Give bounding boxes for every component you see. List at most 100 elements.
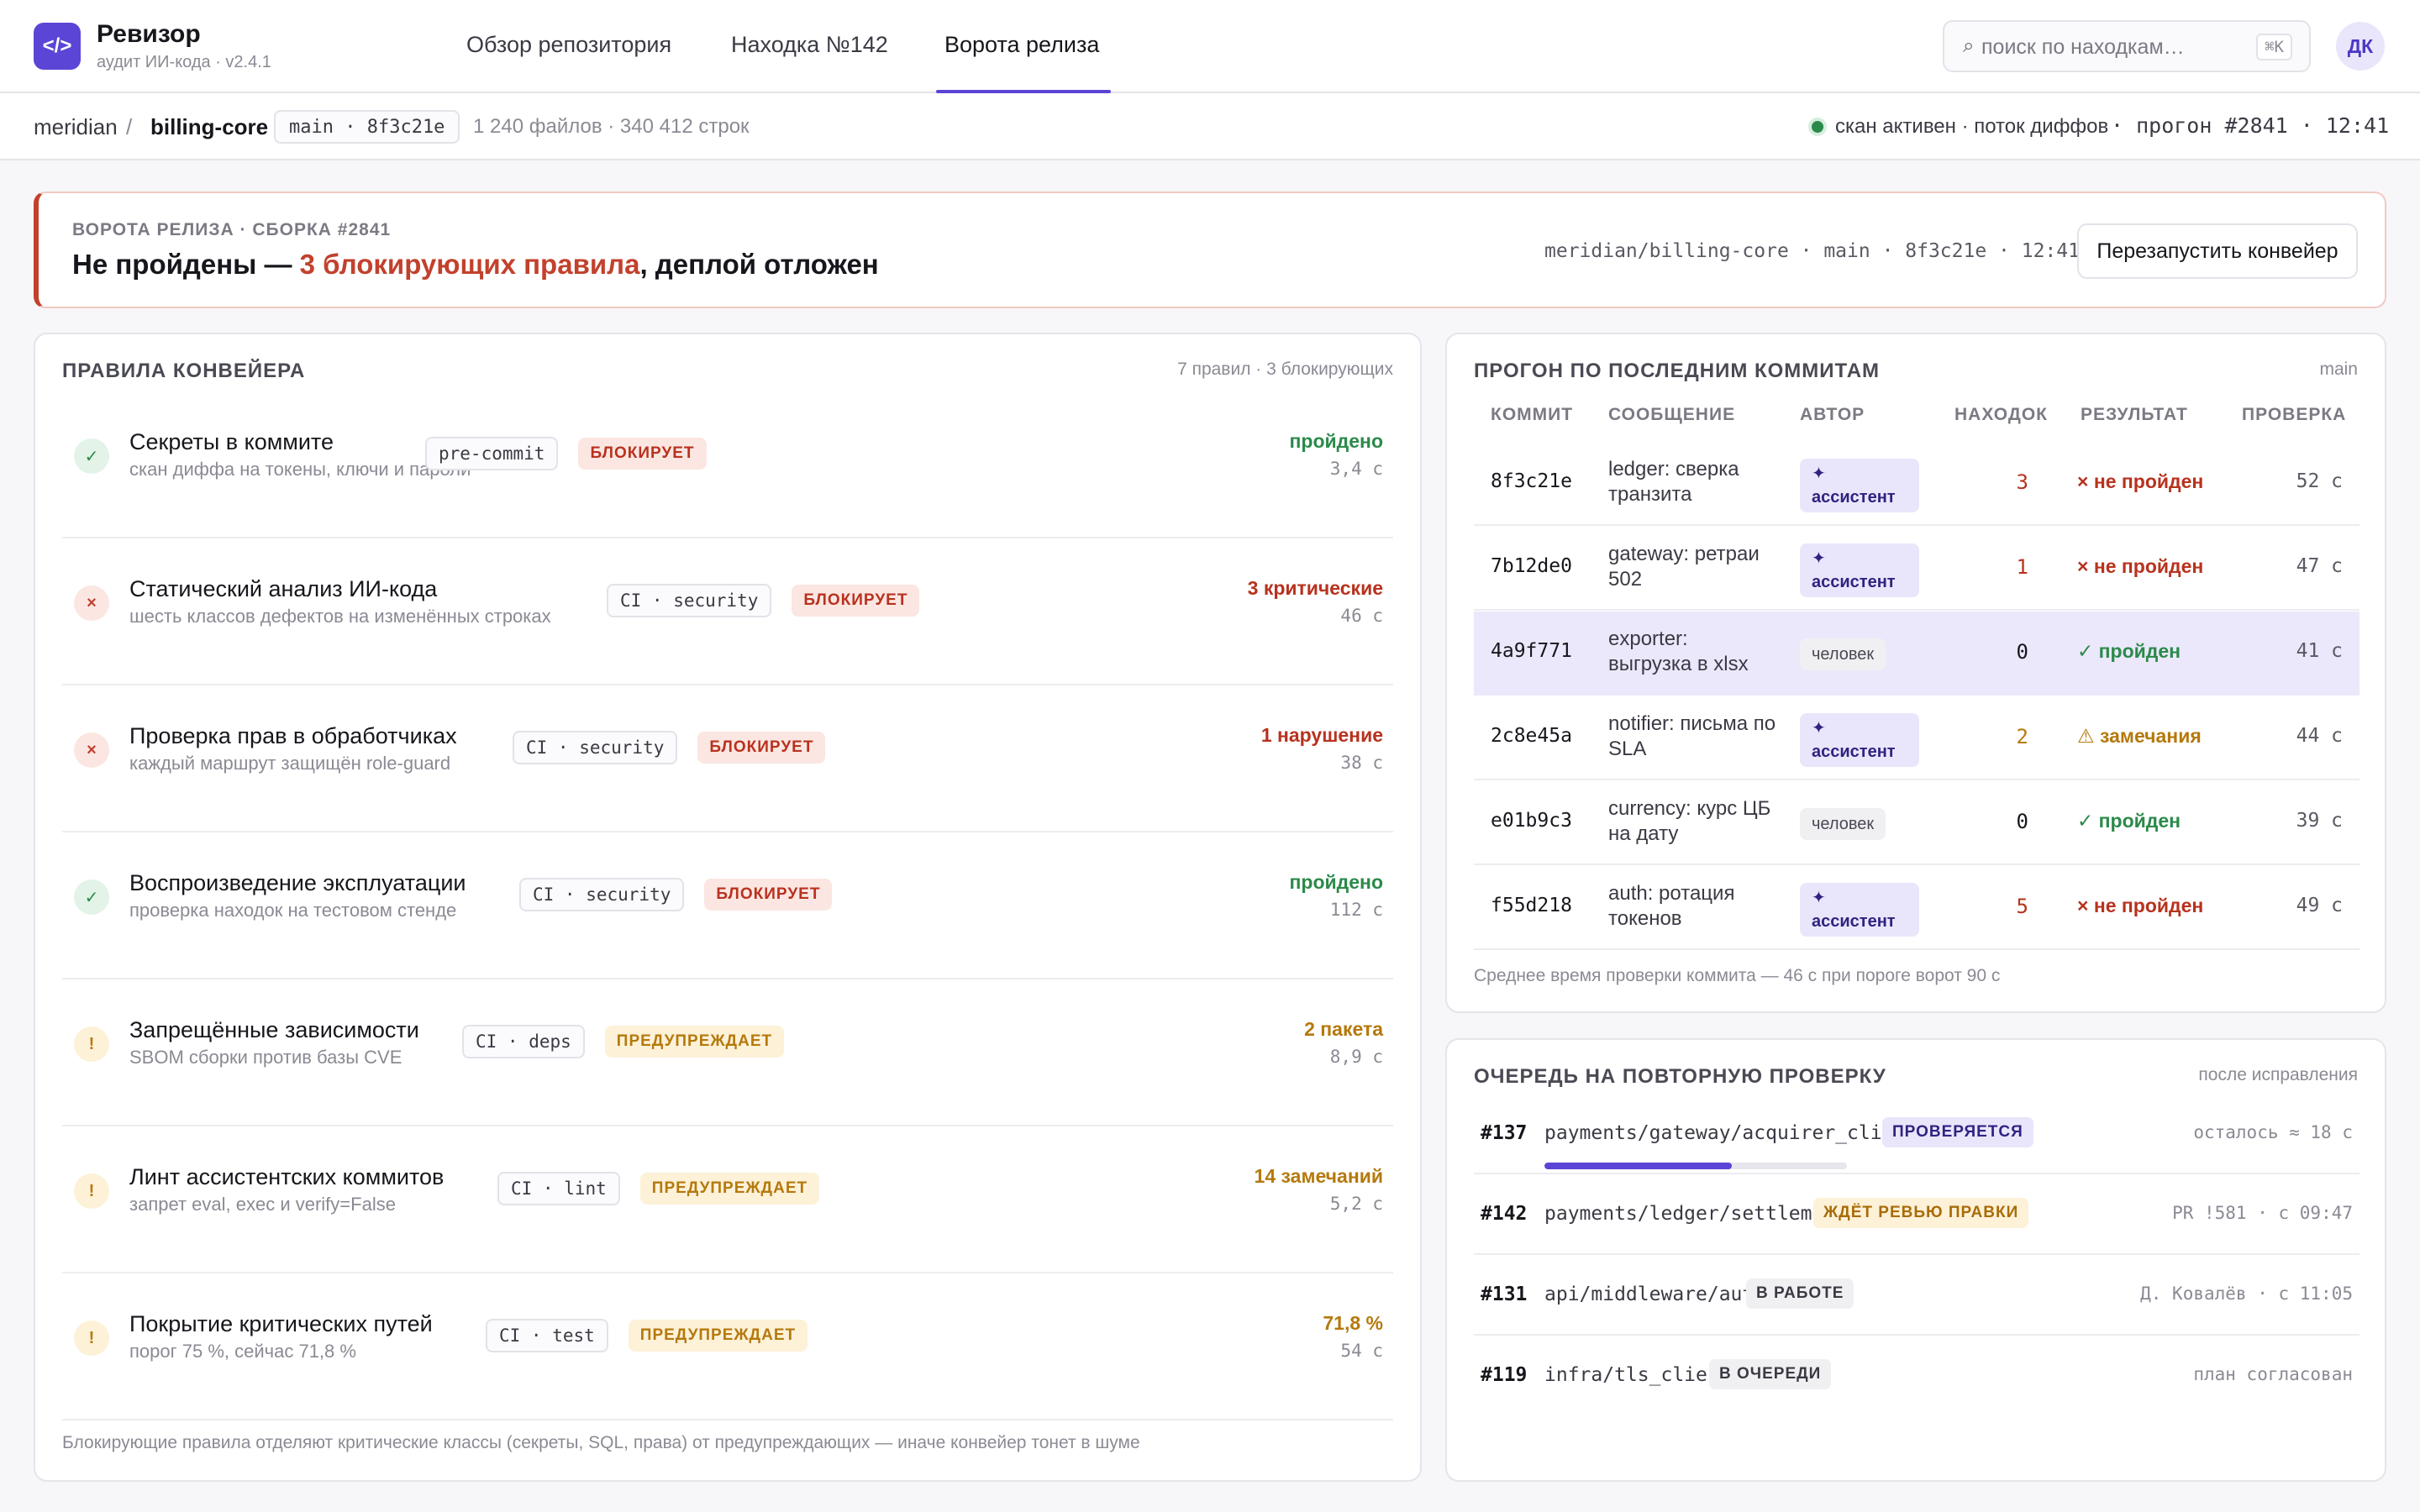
findings-count: 3: [2016, 470, 2028, 494]
findings-count: 2: [2016, 725, 2028, 748]
rule-name: Линт ассистентских коммитов: [129, 1164, 445, 1189]
queue-item[interactable]: #142 payments/ledger/settlement.py ЖДЁТ РЕ…: [1474, 1174, 2360, 1255]
rule-description: SBOM сборки против базы CVE: [129, 1047, 402, 1068]
rule-level-badge: ПРЕДУПРЕЖДАЕТ: [604, 1026, 785, 1058]
rule-duration: 54 с: [1340, 1341, 1383, 1361]
rule-row[interactable]: × Проверка прав в обработчиках каждый марш…: [62, 685, 1393, 832]
repo-stats: 1 240 файлов · 340 412 строк: [473, 115, 750, 138]
active-tab-indicator: [936, 90, 1111, 93]
table-row[interactable]: 2c8e45a notifier: письма по SLA ✦ ассистен…: [1474, 696, 2360, 780]
table-row[interactable]: 8f3c21e ledger: сверка транзита ✦ ассистен…: [1474, 442, 2360, 526]
commit-hash[interactable]: 2c8e45a: [1491, 725, 1572, 747]
queue-item-id[interactable]: #119: [1481, 1364, 1528, 1386]
tab-finding-142[interactable]: Находка №142: [731, 32, 888, 57]
breadcrumb-repo[interactable]: billing-core: [150, 114, 269, 139]
tab-release-gate[interactable]: Ворота релиза: [944, 32, 1100, 57]
rule-result: 3 критические: [1247, 577, 1383, 599]
rule-result: 14 замечаний: [1254, 1165, 1383, 1187]
commits-branch: main: [2319, 360, 2358, 379]
author-badge: ✦ ассистент: [1800, 883, 1919, 937]
rule-name: Статический анализ ИИ-кода: [129, 576, 438, 601]
col-message: СООБЩЕНИЕ: [1608, 405, 1736, 424]
commit-hash[interactable]: e01b9c3: [1491, 810, 1572, 832]
queue-item[interactable]: #137 payments/gateway/acquirer_client.py П…: [1474, 1094, 2360, 1174]
avatar[interactable]: ДК: [2336, 22, 2385, 71]
search-shortcut: ⌘K: [2256, 34, 2292, 60]
queue-item[interactable]: #119 infra/tls_client.py В ОЧЕРЕДИ план сог…: [1474, 1336, 2360, 1416]
rule-level-badge: ПРЕДУПРЕЖДАЕТ: [628, 1320, 808, 1352]
gate-build-meta: meridian/billing-core · main · 8f3c21e ·…: [1544, 240, 2080, 262]
queue-item-id[interactable]: #142: [1481, 1203, 1528, 1225]
tab-repo-overview[interactable]: Обзор репозитория: [466, 32, 672, 57]
rule-tags: CI · security БЛОКИРУЕТ: [519, 878, 833, 911]
col-commit: КОММИТ: [1491, 405, 1574, 424]
rule-tags: CI · security БЛОКИРУЕТ: [607, 584, 920, 617]
repo-bar: meridian / billing-core main · 8f3c21e 1…: [0, 93, 2420, 160]
top-bar: </> Ревизор аудит ИИ-кода · v2.4.1 Обзор…: [0, 0, 2420, 93]
rule-duration: 5,2 с: [1329, 1194, 1383, 1214]
rule-tags: CI · deps ПРЕДУПРЕЖДАЕТ: [462, 1025, 785, 1058]
rule-row[interactable]: ! Запрещённые зависимости SBOM сборки прот…: [62, 979, 1393, 1126]
breadcrumb-separator: /: [126, 114, 133, 139]
rule-description: запрет eval, exec и verify=False: [129, 1194, 396, 1215]
table-row[interactable]: 7b12de0 gateway: ретраи 502 ✦ ассистент 1 × …: [1474, 527, 2360, 611]
rule-row[interactable]: ✓ Воспроизведение эксплуатации проверка на…: [62, 832, 1393, 979]
check-icon: ✓: [74, 879, 109, 915]
author-badge: ✦ ассистент: [1800, 543, 1919, 597]
commit-message: gateway: ретраи 502: [1608, 543, 1760, 591]
rule-row[interactable]: × Статический анализ ИИ-кода шесть классов…: [62, 538, 1393, 685]
commit-result: × не пройден: [2077, 470, 2204, 492]
commit-hash[interactable]: 8f3c21e: [1491, 470, 1572, 492]
app-version: аудит ИИ-кода · v2.4.1: [97, 53, 271, 71]
rule-result: 2 пакета: [1304, 1018, 1383, 1040]
rule-duration: 38 с: [1340, 753, 1383, 773]
rule-duration: 3,4 с: [1329, 459, 1383, 479]
rule-result: 71,8 %: [1323, 1312, 1383, 1334]
restart-pipeline-button[interactable]: Перезапустить конвейер: [2077, 223, 2358, 279]
rule-stage-tag: CI · security: [513, 731, 678, 764]
app-logo-icon[interactable]: </>: [34, 23, 81, 70]
queue-item-id[interactable]: #131: [1481, 1284, 1528, 1305]
queue-status-badge: ПРОВЕРЯЕТСЯ: [1882, 1117, 2033, 1147]
rule-name: Запрещённые зависимости: [129, 1017, 419, 1042]
pipeline-rules-card: ПРАВИЛА КОНВЕЙЕРА 7 правил · 3 блокирующ…: [34, 333, 1422, 1482]
gate-title: Не пройдены — 3 блокирующих правила, деп…: [72, 249, 879, 281]
commit-hash[interactable]: 7b12de0: [1491, 555, 1572, 577]
check-duration: 41 с: [2296, 640, 2343, 662]
warning-icon: !: [74, 1026, 109, 1062]
rule-stage-tag: CI · security: [607, 584, 772, 617]
findings-count: 1: [2016, 555, 2028, 579]
rule-duration: 8,9 с: [1329, 1047, 1383, 1067]
queue-item-meta: осталось ≈ 18 с: [2193, 1122, 2353, 1142]
author-badge: человек: [1800, 638, 1886, 670]
commit-message: auth: ротация токенов: [1608, 882, 1735, 930]
rule-description: скан диффа на токены, ключи и пароли: [129, 459, 471, 480]
rule-row[interactable]: ! Линт ассистентских коммитов запрет eval,…: [62, 1126, 1393, 1273]
table-row[interactable]: f55d218 auth: ротация токенов ✦ ассистент 5…: [1474, 866, 2360, 950]
commit-result: ⚠ замечания: [2077, 725, 2202, 747]
check-duration: 39 с: [2296, 810, 2343, 832]
search-icon: ⌕: [1963, 34, 1975, 57]
commit-result: ✓ пройден: [2077, 810, 2181, 832]
commit-result: × не пройден: [2077, 555, 2204, 577]
table-row[interactable]: e01b9c3 currency: курс ЦБ на дату человек 0…: [1474, 781, 2360, 865]
commit-hash[interactable]: f55d218: [1491, 895, 1572, 916]
commit-hash[interactable]: 4a9f771: [1491, 640, 1572, 662]
commit-message: currency: курс ЦБ на дату: [1608, 797, 1771, 845]
rule-tags: CI · test ПРЕДУПРЕЖДАЕТ: [486, 1319, 808, 1352]
table-row[interactable]: 4a9f771 exporter: выгрузка в xlsx человек 0…: [1474, 612, 2360, 696]
queue-item-id[interactable]: #137: [1481, 1122, 1528, 1144]
queue-item-meta: Д. Ковалёв · с 11:05: [2140, 1284, 2353, 1304]
rule-row[interactable]: ✓ Секреты в коммите скан диффа на токены, …: [62, 391, 1393, 538]
author-badge: ✦ ассистент: [1800, 459, 1919, 512]
queue-item[interactable]: #131 api/middleware/auth.py В РАБОТЕ Д. Ков…: [1474, 1255, 2360, 1336]
rule-description: порог 75 %, сейчас 71,8 %: [129, 1341, 356, 1362]
col-check-time: ПРОВЕРКА: [2242, 405, 2347, 424]
search-input[interactable]: ⌕ поиск по находкам… ⌘K: [1943, 20, 2311, 72]
rule-row[interactable]: ! Покрытие критических путей порог 75 %, с…: [62, 1273, 1393, 1420]
rule-result: пройдено: [1289, 871, 1383, 893]
breadcrumb-org[interactable]: meridian: [34, 114, 118, 139]
rule-description: каждый маршрут защищён role-guard: [129, 753, 451, 774]
app-name: Ревизор: [97, 20, 201, 48]
branch-selector[interactable]: main · 8f3c21e: [274, 110, 460, 144]
